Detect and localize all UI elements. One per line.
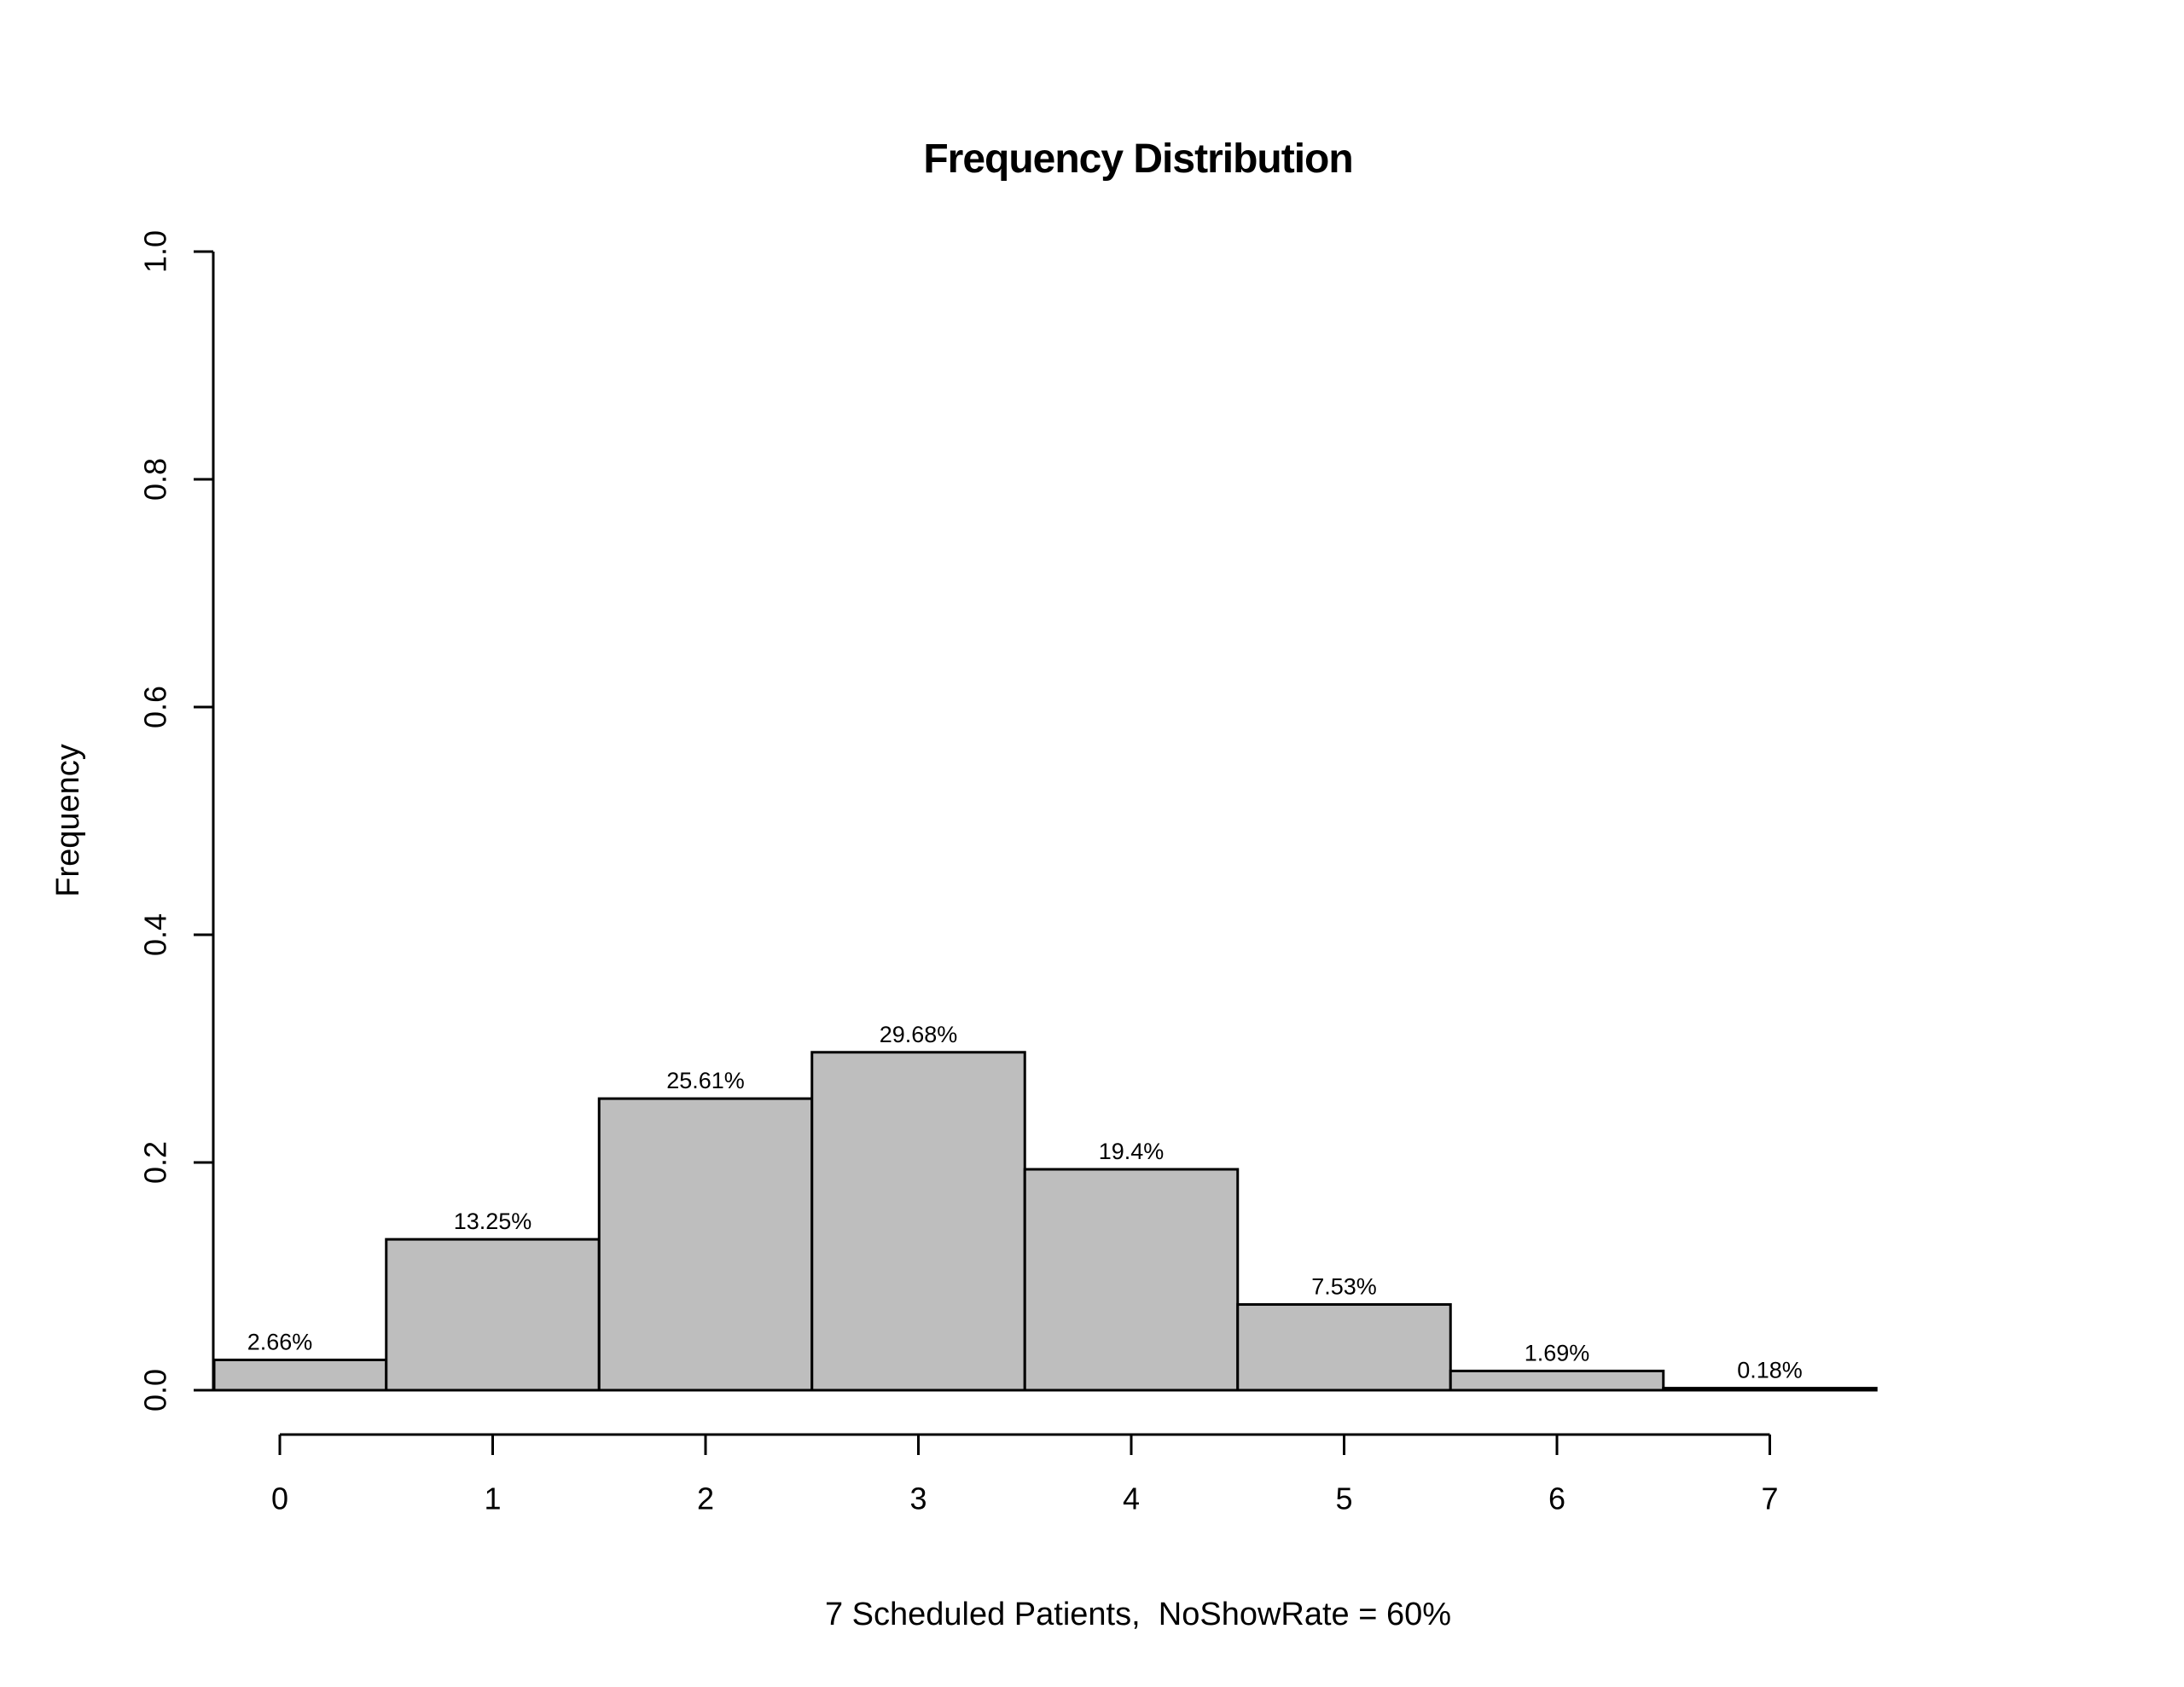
bar-value-label: 19.4% <box>1099 1139 1165 1164</box>
histogram-bar <box>597 1097 814 1392</box>
bars-group <box>212 1051 1878 1392</box>
histogram-bar <box>1236 1302 1452 1392</box>
bar-value-label: 25.61% <box>666 1068 745 1093</box>
y-tick-label: 0.0 <box>138 1369 173 1412</box>
y-axis-title: Frequency <box>50 744 86 897</box>
bar-value-label: 0.18% <box>1737 1358 1803 1383</box>
y-tick-label: 0.2 <box>138 1141 173 1184</box>
x-tick-label: 0 <box>271 1481 288 1516</box>
x-tick-label: 7 <box>1761 1481 1778 1516</box>
x-axis-title: 7 Scheduled Patients, NoShowRate = 60% <box>825 1597 1451 1632</box>
x-tick-label: 4 <box>1123 1481 1140 1516</box>
x-axis: 0 1 2 3 4 5 6 7 <box>271 1433 1779 1516</box>
x-tick-label: 5 <box>1335 1481 1352 1516</box>
bar-value-label: 13.25% <box>454 1209 532 1234</box>
x-tick-label: 1 <box>484 1481 501 1516</box>
bar-value-label: 7.53% <box>1311 1273 1377 1299</box>
y-axis: 0.0 0.2 0.4 0.6 0.8 1.0 <box>138 230 215 1412</box>
bar-labels-group: 2.66% 13.25% 25.61% 29.68% 19.4% 7.53% 1.69% 0.… <box>247 1022 1803 1383</box>
histogram-bar <box>1023 1168 1240 1392</box>
y-tick-label: 0.4 <box>138 913 173 956</box>
histogram-bar <box>1662 1387 1878 1392</box>
x-tick-label: 2 <box>697 1481 714 1516</box>
histogram-bar <box>1449 1369 1665 1392</box>
y-tick-label: 0.6 <box>138 686 173 728</box>
bar-value-label: 2.66% <box>247 1329 313 1354</box>
x-tick-label: 6 <box>1548 1481 1565 1516</box>
bar-value-label: 1.69% <box>1525 1340 1590 1365</box>
y-tick-label: 0.8 <box>138 458 173 501</box>
histogram-bar <box>810 1051 1026 1392</box>
histogram-bar <box>385 1238 601 1392</box>
chart-title: Frequency Distribution <box>923 136 1352 182</box>
bar-value-label: 29.68% <box>880 1022 958 1047</box>
x-tick-label: 3 <box>909 1481 926 1516</box>
y-tick-label: 1.0 <box>138 230 173 273</box>
histogram-bar <box>212 1358 388 1392</box>
